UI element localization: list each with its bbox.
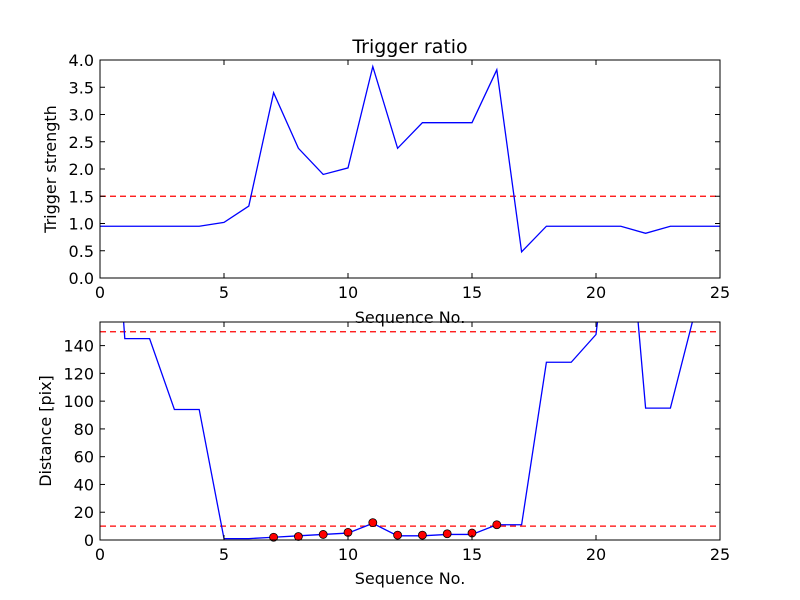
- data-point-marker: [318, 530, 328, 539]
- data-point-marker: [293, 532, 303, 541]
- y-tick-label: 1.5: [69, 187, 94, 206]
- y-tick-label: 20: [74, 503, 94, 522]
- data-point-marker: [368, 518, 378, 528]
- y-tick-label: 2.0: [69, 160, 94, 179]
- x-tick-label: 5: [219, 545, 229, 564]
- y-tick-label: 1.0: [69, 215, 94, 234]
- y-tick-label: 4.0: [69, 51, 94, 70]
- data-point-marker: [417, 530, 427, 540]
- series-line: [100, 64, 720, 254]
- plot-area: [100, 64, 720, 254]
- y-tick-label: 0.5: [69, 242, 94, 261]
- x-axis-label: Sequence No.: [355, 569, 466, 588]
- y-tick-label: 0: [84, 531, 94, 550]
- x-tick-label: 10: [338, 545, 358, 564]
- data-point-marker: [393, 530, 403, 540]
- distance-panel: Sequence No. Distance [pix] 0 5 10 15 20 25 0 2…: [36, 321, 730, 588]
- series-line: [122, 322, 694, 540]
- y-tick-label: 60: [74, 448, 94, 467]
- x-tick-label: 10: [338, 283, 358, 302]
- data-point-marker: [492, 520, 502, 530]
- y-tick-label: 3.0: [69, 106, 94, 125]
- x-tick-label: 15: [462, 283, 482, 302]
- y-tick-label: 120: [63, 364, 94, 383]
- x-tick-label: 20: [586, 283, 606, 302]
- y-tick-label: 40: [74, 475, 94, 494]
- x-tick-label: 15: [462, 545, 482, 564]
- x-tick-label: 0: [95, 545, 105, 564]
- x-tick-label: 5: [219, 283, 229, 302]
- y-tick-label: 140: [63, 337, 94, 356]
- y-tick-label: 100: [63, 392, 94, 411]
- trigger-ratio-panel: Trigger ratio Sequence No. Trigger stren…: [41, 36, 730, 327]
- x-tick-label: 0: [95, 283, 105, 302]
- plot-area: [100, 322, 720, 540]
- y-axis-label: Distance [pix]: [36, 375, 55, 487]
- chart-title: Trigger ratio: [351, 36, 467, 58]
- x-tick-label: 20: [586, 545, 606, 564]
- y-tick-label: 3.5: [69, 78, 94, 97]
- axes-frame: [99, 321, 721, 541]
- y-tick-label: 0.0: [69, 269, 94, 288]
- x-tick-label: 25: [710, 283, 730, 302]
- y-tick-label: 2.5: [69, 133, 94, 152]
- x-axis-label: Sequence No.: [355, 308, 466, 327]
- data-point-marker: [269, 532, 279, 542]
- y-tick-label: 80: [74, 420, 94, 439]
- x-tick-label: 25: [710, 545, 730, 564]
- data-point-marker: [442, 529, 452, 539]
- y-axis-label: Trigger strength: [41, 105, 60, 234]
